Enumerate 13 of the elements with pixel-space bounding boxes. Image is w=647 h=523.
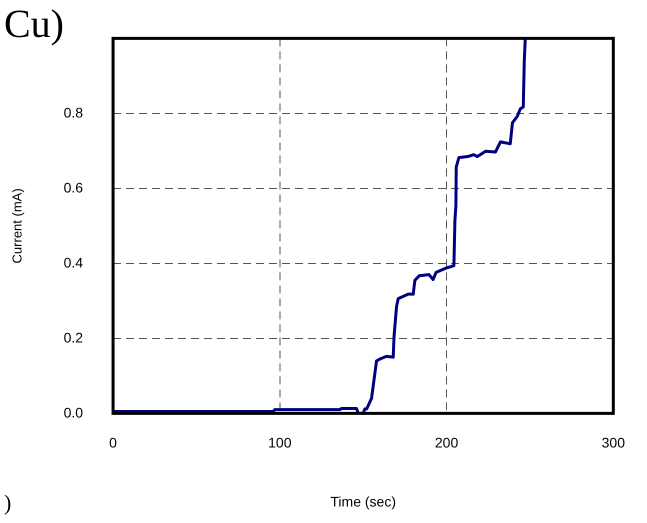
y-tick-label: 0.6 <box>64 179 84 196</box>
text: ) <box>4 490 12 516</box>
x-tick-label: 200 <box>434 434 458 451</box>
y-tick-label: 0.0 <box>64 404 84 420</box>
x-tick-label: 100 <box>268 434 292 451</box>
x-axis-title: Time (sec) <box>330 493 396 510</box>
x-tick-label: 300 <box>602 434 626 451</box>
x-tick-label: 0 <box>109 434 118 451</box>
y-tick-label: 0.2 <box>64 329 84 346</box>
y-tick-label: 0.8 <box>64 104 84 120</box>
y-tick-label: 0.4 <box>64 254 84 270</box>
text: Cu) <box>4 1 64 46</box>
y-axis-title: Current (mA) <box>9 188 24 264</box>
